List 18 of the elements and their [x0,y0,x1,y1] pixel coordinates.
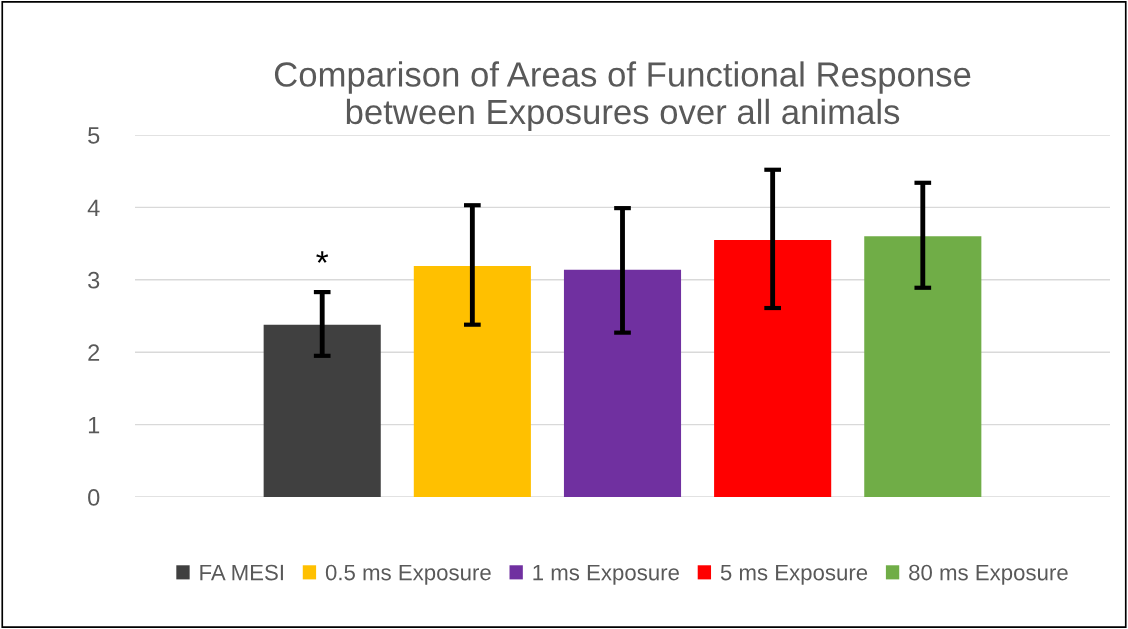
y-tick-label: 0 [88,489,100,506]
y-tick-label: 1 [88,416,100,434]
legend-label: FA MESI [200,564,283,581]
bar [413,266,531,497]
legend-label: 5 ms Exposure [720,564,868,585]
legend-label: 0.5 ms Exposure [325,564,491,585]
bar [714,239,832,497]
bar [864,236,982,497]
bar [263,324,381,497]
legend-label: 1 ms Exposure [533,564,679,585]
y-tick-label: 2 [88,344,100,361]
chart-title: Comparison of Areas of Functional Response between Exposures over all animals [274,61,971,132]
bar [563,269,682,497]
y-tick-label: 3 [88,271,100,289]
y-tick-label: 5 [88,127,100,144]
y-tick-label: 4 [87,199,100,216]
annotation: * [316,251,329,263]
legend-label: 80 ms Exposure [909,564,1068,585]
